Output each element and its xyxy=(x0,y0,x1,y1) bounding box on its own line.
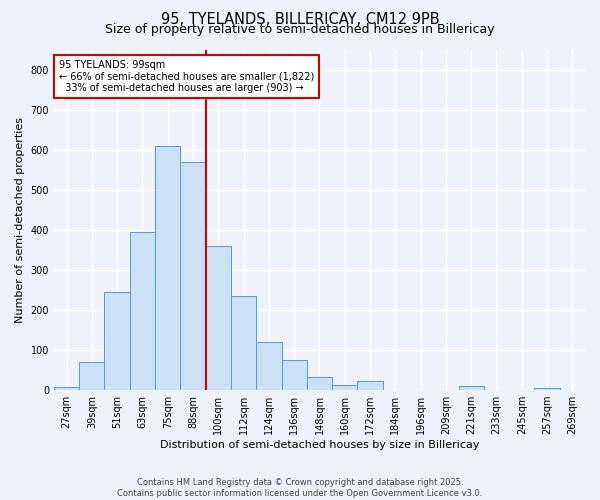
X-axis label: Distribution of semi-detached houses by size in Billericay: Distribution of semi-detached houses by … xyxy=(160,440,479,450)
Bar xyxy=(130,232,155,390)
Bar xyxy=(155,146,181,390)
Bar xyxy=(458,386,484,390)
Bar xyxy=(79,362,104,390)
Bar xyxy=(281,360,307,390)
Bar xyxy=(231,296,256,390)
Bar xyxy=(307,377,332,390)
Bar xyxy=(54,388,79,390)
Text: 95, TYELANDS, BILLERICAY, CM12 9PB: 95, TYELANDS, BILLERICAY, CM12 9PB xyxy=(161,12,439,28)
Bar xyxy=(535,388,560,390)
Text: 95 TYELANDS: 99sqm
← 66% of semi-detached houses are smaller (1,822)
  33% of se: 95 TYELANDS: 99sqm ← 66% of semi-detache… xyxy=(59,60,314,94)
Bar xyxy=(358,382,383,390)
Bar xyxy=(256,342,281,390)
Bar xyxy=(181,162,206,390)
Bar xyxy=(332,385,358,390)
Y-axis label: Number of semi-detached properties: Number of semi-detached properties xyxy=(15,117,25,323)
Bar xyxy=(206,246,231,390)
Text: Contains HM Land Registry data © Crown copyright and database right 2025.
Contai: Contains HM Land Registry data © Crown c… xyxy=(118,478,482,498)
Bar xyxy=(104,292,130,390)
Text: Size of property relative to semi-detached houses in Billericay: Size of property relative to semi-detach… xyxy=(105,22,495,36)
